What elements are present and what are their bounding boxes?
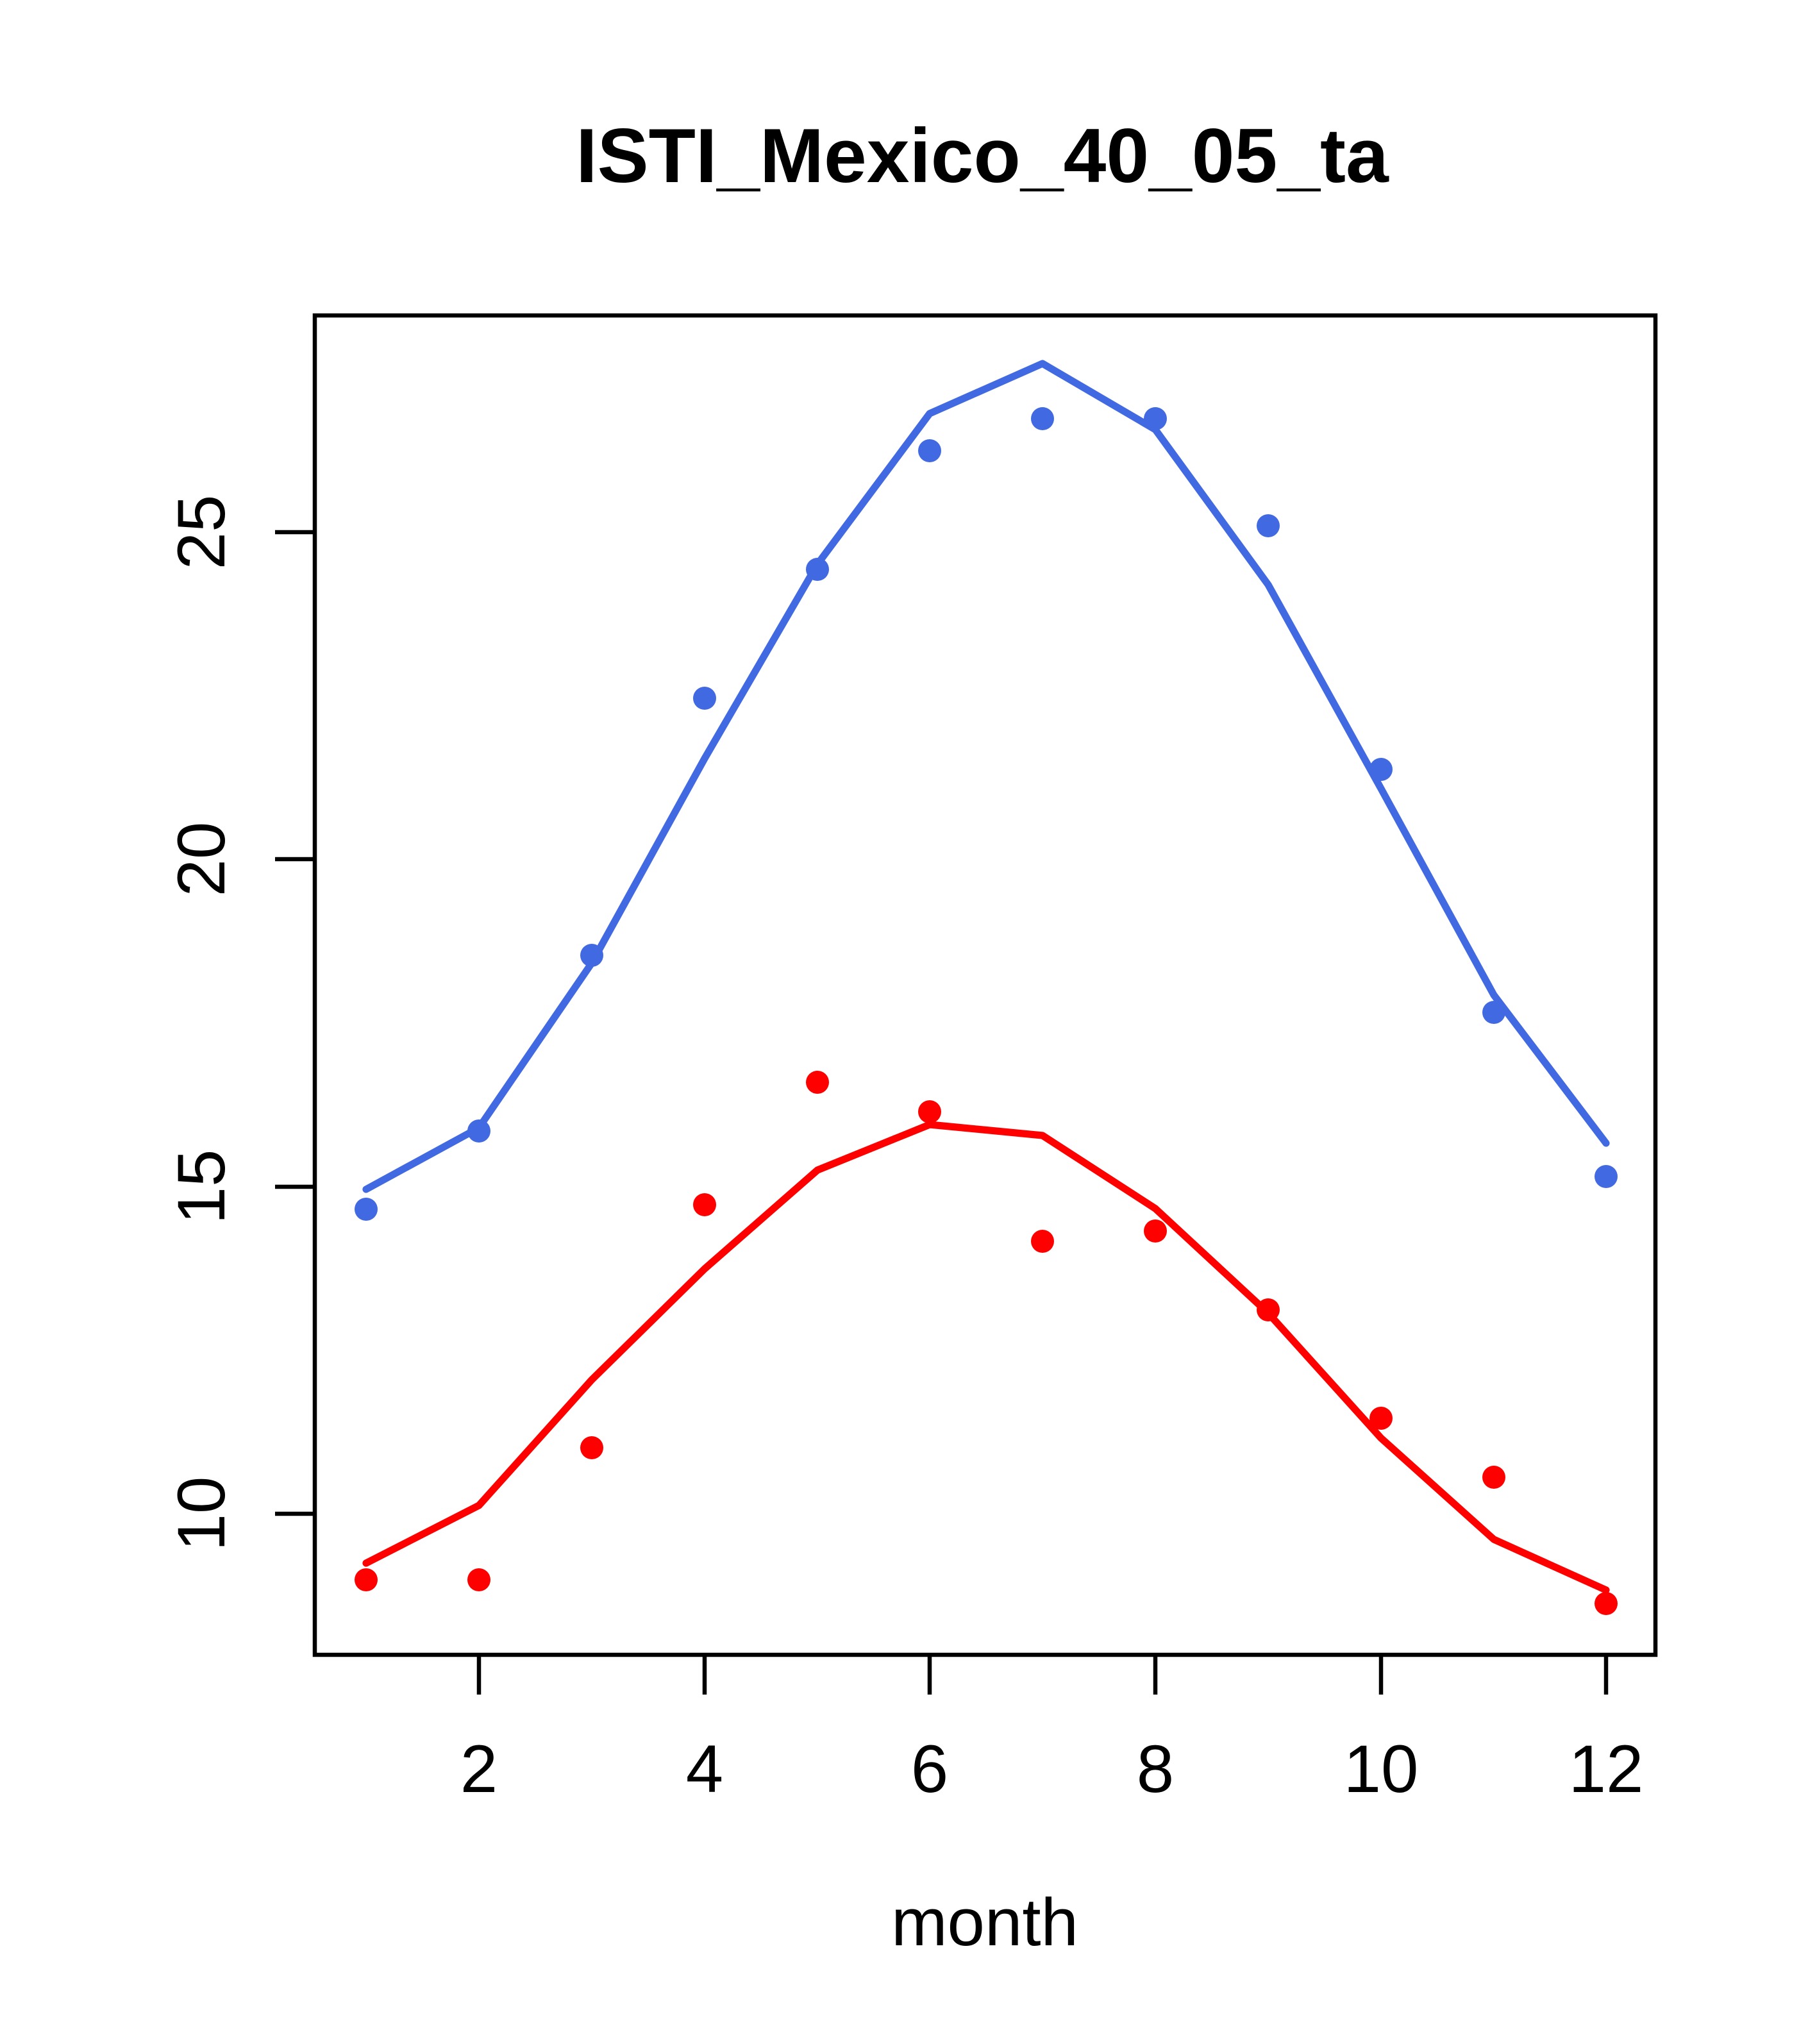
svg-text:12: 12 <box>1569 1732 1644 1807</box>
svg-text:20: 20 <box>164 822 239 897</box>
svg-text:2: 2 <box>460 1732 498 1807</box>
svg-text:8: 8 <box>1137 1732 1174 1807</box>
svg-text:15: 15 <box>164 1150 239 1225</box>
svg-text:10: 10 <box>164 1477 239 1552</box>
svg-text:4: 4 <box>686 1732 723 1807</box>
svg-text:ISTI_Mexico_40_05_ta: ISTI_Mexico_40_05_ta <box>576 113 1389 199</box>
svg-text:month: month <box>891 1885 1078 1960</box>
svg-text:6: 6 <box>911 1732 948 1807</box>
svg-text:25: 25 <box>164 495 239 570</box>
svg-text:10: 10 <box>1344 1732 1419 1807</box>
